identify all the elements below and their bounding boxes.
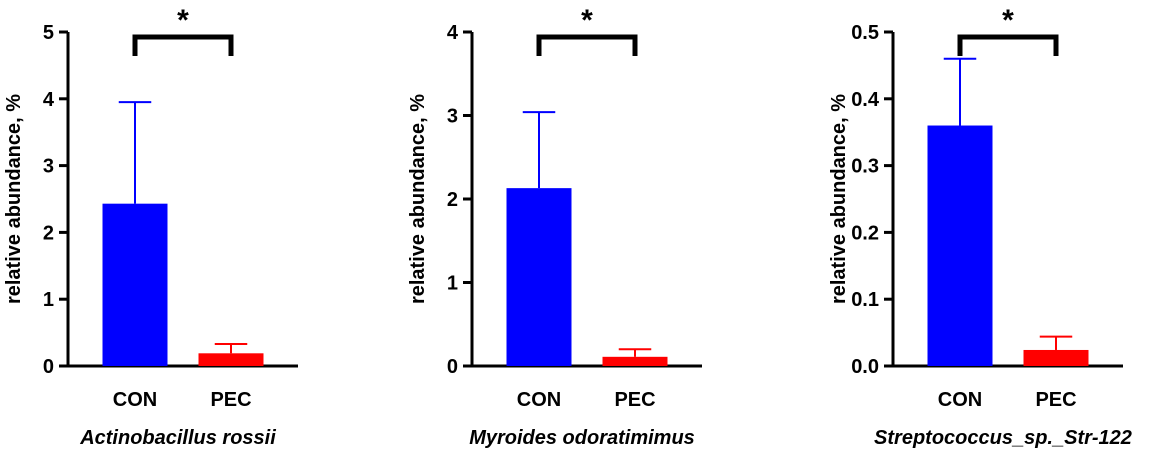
y-tick-label: 4 [43,89,55,111]
y-tick-label: 0.1 [851,289,879,311]
y-tick-label: 0.2 [851,222,879,244]
chart-panel: 0 1 2 3 4 relative abundance, % CON PEC * Myroide… [407,4,702,449]
y-tick-label: 0 [447,356,458,378]
chart-panel: 0.0 0.1 0.2 0.3 0.4 0.5 relative abundance, % C… [828,4,1132,449]
y-axis-label: relative abundance, % [828,94,850,304]
x-tick-label: CON [113,389,157,411]
chart-title: Streptococcus_sp._Str-122 [874,427,1132,449]
y-tick-label: 0.0 [851,356,879,378]
y-tick-label: 1 [43,289,54,311]
y-axis-label: relative abundance, % [3,94,25,304]
x-tick-label: CON [938,389,982,411]
bar [506,188,572,366]
x-tick-label: PEC [1035,389,1076,411]
y-tick-label: 1 [447,273,458,295]
y-tick-label: 2 [43,222,54,244]
y-tick-label: 0.4 [851,89,880,111]
y-tick-label: 2 [447,189,458,211]
y-tick-label: 4 [447,22,459,44]
x-tick-label: PEC [210,389,251,411]
y-tick-label: 0.3 [851,156,879,178]
bar [927,125,993,367]
chart-panel: 0 1 2 3 4 5 relative abundance, % CON PEC * Actino… [3,4,298,449]
y-tick-label: 0 [43,356,54,378]
bar [602,356,668,366]
y-tick-label: 3 [447,106,458,128]
significance-bracket [957,34,1059,56]
bar [1023,349,1089,366]
y-tick-label: 3 [43,156,54,178]
significance-bracket [132,34,234,56]
significance-bracket [536,34,638,56]
significance-marker: * [1002,4,1014,37]
significance-marker: * [581,4,593,37]
x-tick-label: CON [517,389,561,411]
chart-title: Actinobacillus rossii [79,427,276,449]
significance-marker: * [177,4,189,37]
bar [198,353,264,366]
chart-title: Myroides odoratimimus [469,427,695,449]
y-tick-label: 5 [43,22,54,44]
x-tick-label: PEC [614,389,655,411]
y-axis-label: relative abundance, % [407,94,429,304]
y-tick-label: 0.5 [851,22,879,44]
bar [102,203,168,366]
